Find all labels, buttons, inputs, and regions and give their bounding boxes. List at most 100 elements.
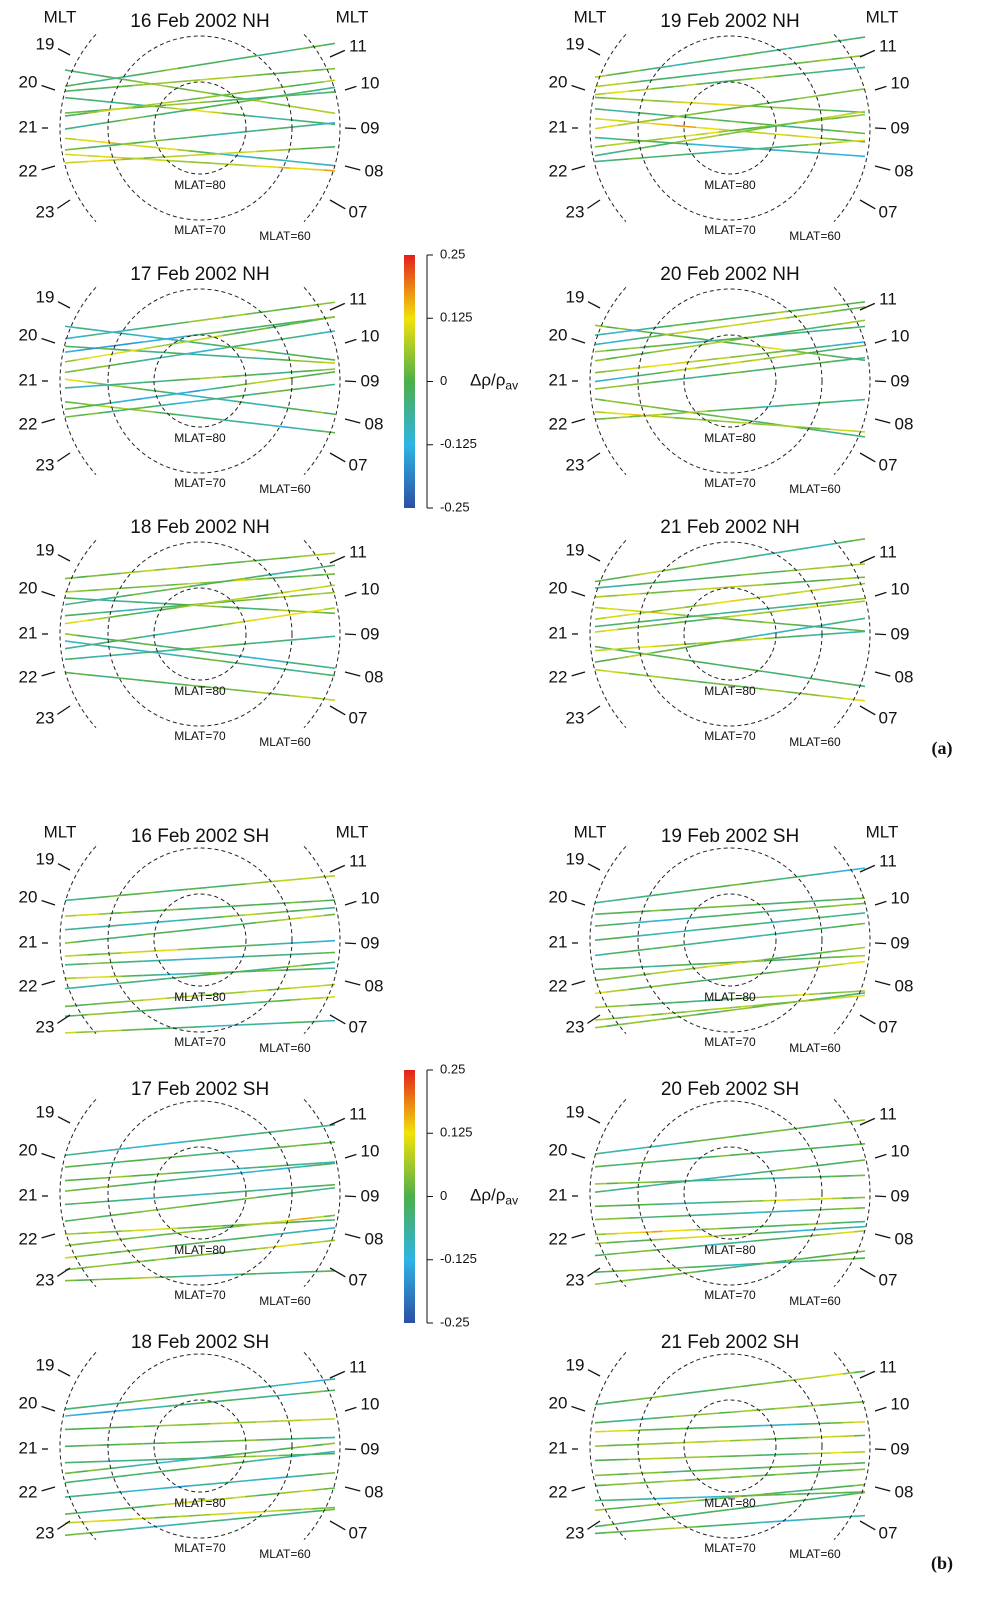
track [144, 1518, 155, 1519]
track [629, 1163, 640, 1164]
track [618, 1507, 629, 1508]
track [775, 367, 786, 368]
track [88, 1178, 99, 1179]
track [65, 634, 76, 635]
track [775, 150, 786, 151]
track [200, 97, 211, 98]
track [290, 307, 301, 309]
track [121, 119, 132, 121]
track [595, 1026, 606, 1027]
track [234, 1199, 245, 1200]
track [831, 1374, 842, 1375]
track [189, 342, 200, 343]
hour-tick [860, 1118, 875, 1125]
hour-label: 07 [349, 708, 368, 727]
mlat-label: MLAT=70 [704, 1541, 756, 1555]
track [313, 1489, 324, 1490]
track [696, 153, 707, 154]
track [618, 585, 629, 586]
track [313, 1242, 324, 1243]
track [674, 125, 685, 126]
track [189, 1522, 200, 1523]
track [76, 89, 87, 90]
track [595, 660, 606, 662]
track [189, 1171, 200, 1172]
track [279, 911, 290, 912]
track [76, 1243, 87, 1244]
track [753, 1233, 764, 1234]
track [798, 364, 809, 365]
track [65, 658, 76, 659]
track [764, 1131, 775, 1132]
track [76, 941, 87, 942]
track [324, 997, 335, 998]
track [741, 68, 752, 69]
hour-label: 23 [36, 455, 55, 474]
hour-tick [875, 128, 886, 129]
track [798, 677, 809, 679]
track [234, 1399, 245, 1400]
track [234, 1135, 245, 1136]
track [685, 114, 696, 116]
track [595, 1485, 606, 1486]
track [651, 79, 662, 80]
hour-tick [330, 556, 345, 563]
mlt-label: MLT [44, 822, 77, 841]
track [640, 1505, 651, 1506]
track [674, 970, 685, 971]
mlat-60-arc [834, 287, 870, 474]
track [279, 557, 290, 558]
track [640, 1398, 651, 1399]
track [223, 356, 234, 357]
track [831, 142, 842, 143]
track [166, 1233, 177, 1234]
track [245, 664, 256, 665]
track [854, 37, 865, 39]
track [324, 574, 335, 575]
track [651, 1504, 662, 1505]
track [629, 141, 640, 142]
track [313, 124, 324, 125]
track [606, 1018, 617, 1019]
track [256, 1479, 267, 1480]
track [301, 555, 312, 556]
track [200, 606, 211, 607]
track [798, 548, 809, 550]
track [674, 1268, 685, 1269]
mlat-label: MLAT=60 [259, 1547, 311, 1561]
track [674, 909, 685, 910]
track [133, 679, 144, 680]
hour-tick [345, 419, 360, 423]
hour-label: 11 [879, 542, 897, 561]
track [155, 1517, 166, 1518]
hour-label: 07 [879, 708, 898, 727]
track [234, 946, 245, 947]
track [268, 1023, 279, 1024]
track [178, 137, 189, 138]
track [313, 1220, 324, 1221]
track [279, 1023, 290, 1024]
track [290, 1232, 301, 1233]
track [279, 1477, 290, 1478]
track [674, 410, 685, 412]
track [595, 97, 606, 98]
track [753, 123, 764, 124]
track [88, 1413, 99, 1414]
track [324, 900, 335, 901]
panel-title: 17 Feb 2002 SH [131, 1079, 269, 1100]
track [786, 582, 797, 583]
track [595, 109, 606, 110]
mlat-label: MLAT=70 [704, 476, 756, 490]
track [268, 593, 279, 595]
track [313, 1508, 324, 1509]
track [211, 377, 222, 378]
track [640, 921, 651, 922]
track [324, 1379, 335, 1380]
track [730, 105, 741, 106]
track [279, 372, 290, 373]
track [809, 1260, 820, 1261]
track [324, 123, 335, 124]
track [223, 1025, 234, 1026]
